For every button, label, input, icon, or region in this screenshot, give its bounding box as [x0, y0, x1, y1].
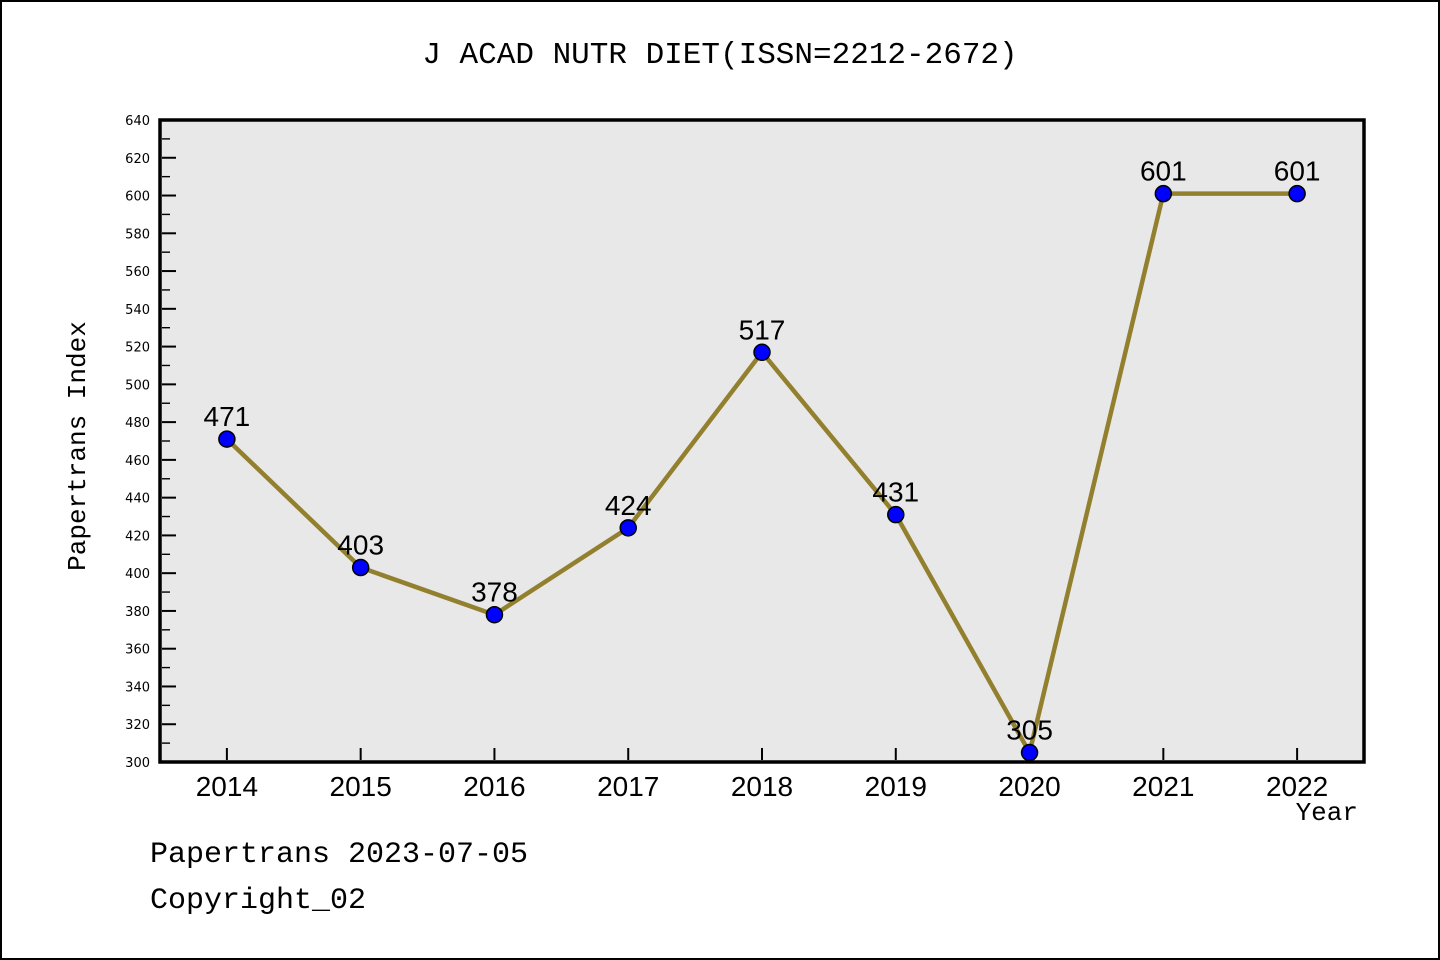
chart-title: J ACAD NUTR DIET(ISSN=2212-2672): [422, 38, 1018, 73]
x-tick-label: 2014: [196, 771, 258, 802]
data-point: [351, 558, 370, 577]
y-tick-label: 460: [125, 454, 150, 469]
x-axis-label: Year: [1295, 798, 1358, 828]
x-tick-label: 2021: [1132, 771, 1194, 802]
data-point: [1020, 743, 1039, 762]
data-point: [753, 343, 771, 362]
y-tick-label: 380: [125, 605, 150, 620]
data-point: [887, 505, 905, 524]
x-tick-label: 2017: [597, 771, 659, 802]
data-point-label: 305: [1006, 715, 1053, 746]
data-point-label: 378: [471, 577, 518, 608]
x-tick-label: 2020: [998, 771, 1060, 802]
data-point: [485, 605, 504, 624]
data-point: [218, 430, 236, 448]
y-tick-label: 340: [125, 680, 150, 695]
x-tick-label: 2022: [1266, 771, 1328, 802]
y-tick-label: 360: [125, 643, 150, 658]
data-point-label: 517: [739, 314, 786, 345]
axis-frame: [158, 118, 1366, 764]
y-tick-label: 600: [125, 190, 150, 205]
y-tick-label: 640: [125, 114, 150, 129]
y-tick-label: 620: [125, 152, 150, 167]
data-point-label: 471: [204, 401, 251, 432]
data-point: [1154, 184, 1173, 203]
plot-area: [160, 120, 1364, 762]
y-tick-label: 420: [125, 529, 150, 544]
y-tick-label: 320: [125, 718, 150, 733]
x-tick-label: 2019: [865, 771, 927, 802]
data-point-label: 424: [605, 490, 652, 521]
data-point: [1288, 184, 1306, 203]
x-tick-label: 2016: [463, 771, 525, 802]
footer-watermark-date: Papertrans 2023-07-05: [150, 838, 529, 872]
y-tick-label: 540: [125, 303, 150, 318]
data-point-label: 601: [1274, 156, 1321, 187]
y-tick-label: 300: [125, 756, 150, 771]
y-tick-label: 400: [125, 567, 150, 582]
data-point-label: 431: [872, 477, 919, 508]
footer-copyright: Copyright_02: [150, 884, 367, 918]
data-point-label: 403: [337, 530, 384, 561]
data-point: [619, 519, 637, 537]
x-tick-label: 2015: [330, 771, 392, 802]
x-tick-label: 2018: [731, 771, 793, 802]
y-tick-label: 520: [125, 341, 150, 356]
y-tick-label: 560: [125, 265, 150, 280]
y-tick-label: 480: [125, 416, 150, 431]
data-point-label: 601: [1140, 156, 1187, 187]
y-tick-label: 580: [125, 227, 150, 242]
y-tick-label: 500: [125, 378, 150, 393]
y-tick-label: 440: [125, 492, 150, 507]
